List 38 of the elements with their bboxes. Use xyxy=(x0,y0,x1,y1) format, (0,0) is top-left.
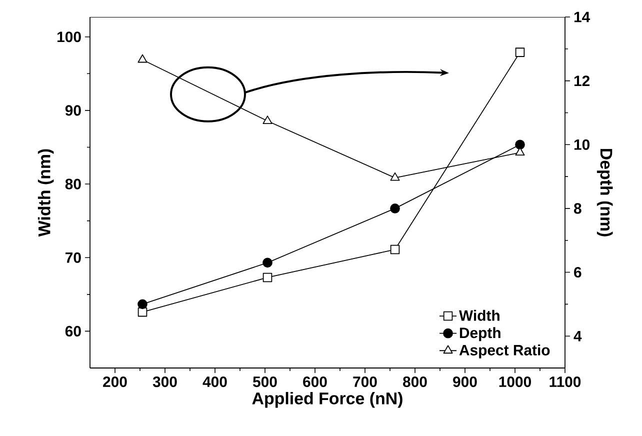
point xyxy=(262,258,272,268)
y-tick-label: 70 xyxy=(66,252,81,263)
legend-label: Depth xyxy=(460,327,500,342)
y-tick-label: 90 xyxy=(65,105,81,116)
x-tick-label: 800 xyxy=(403,376,427,388)
x-tick-label: 1000 xyxy=(499,376,531,388)
legend-label: Aspect Ratio xyxy=(459,344,550,358)
x-tick-label: 500 xyxy=(252,376,277,388)
y-tick-label: 100 xyxy=(58,32,81,42)
point xyxy=(138,54,148,63)
point xyxy=(262,116,272,124)
x-axis-title: Applied Force (nN) xyxy=(252,392,402,408)
y2-tick-label: 12 xyxy=(574,76,590,86)
point xyxy=(262,272,272,282)
y2-tick-label: 14 xyxy=(574,12,590,22)
point xyxy=(515,147,525,156)
y-tick-label: 60 xyxy=(65,326,81,336)
point xyxy=(390,204,400,214)
point xyxy=(390,172,400,181)
y-axis-title: Width (nm) xyxy=(38,149,54,237)
y2-tick-label: 4 xyxy=(574,330,582,342)
point xyxy=(515,48,525,57)
x-tick-label: 400 xyxy=(202,376,227,388)
point xyxy=(515,140,525,150)
legend-label: Width xyxy=(458,310,500,321)
x-tick-label: 300 xyxy=(152,376,177,388)
y2-axis-title: Depth (nm) xyxy=(596,148,613,236)
y2-tick-label: 6 xyxy=(574,266,582,278)
y2-tick-label: 10 xyxy=(574,139,590,150)
x-tick-label: 1100 xyxy=(550,376,581,388)
y2-tick-label: 8 xyxy=(574,203,582,214)
point xyxy=(138,299,148,310)
x-tick-label: 200 xyxy=(103,376,127,388)
x-tick-label: 700 xyxy=(353,376,377,388)
x-tick-label: 900 xyxy=(453,376,477,388)
y-tick-label: 80 xyxy=(65,178,81,190)
x-tick-label: 600 xyxy=(303,376,327,388)
point xyxy=(390,244,400,254)
